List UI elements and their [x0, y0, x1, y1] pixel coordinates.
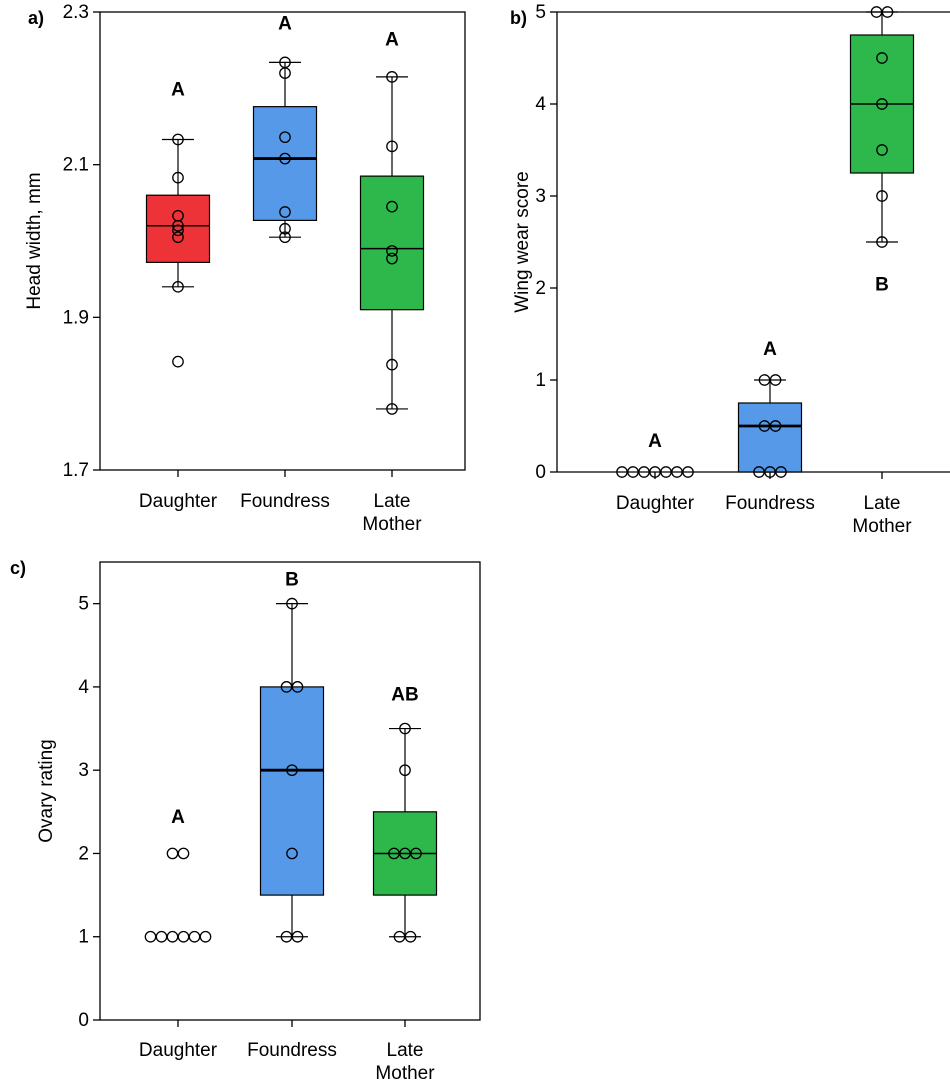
box: [739, 403, 802, 472]
y-tick-label: 2.3: [63, 2, 89, 23]
x-tick-label: Foundress: [240, 491, 330, 512]
y-tick-label: 1: [78, 927, 89, 948]
data-point: [156, 932, 166, 942]
y-tick-label: 5: [535, 2, 546, 23]
y-tick-label: 2.1: [63, 155, 89, 176]
y-tick-label: 4: [535, 94, 546, 115]
category-group: Daughter A: [139, 807, 218, 1061]
significance-letter: A: [278, 14, 292, 35]
box: [147, 195, 210, 262]
significance-letter: B: [875, 274, 889, 295]
category-group: Daughter A: [139, 79, 218, 512]
data-point: [173, 356, 183, 366]
x-tick-label: Mother: [362, 514, 422, 535]
y-tick-label: 2: [78, 843, 89, 864]
y-tick-label: 3: [535, 186, 546, 207]
category-group: Foundress A: [240, 14, 330, 512]
box: [361, 176, 424, 310]
y-tick-label: 1.9: [63, 307, 89, 328]
data-point: [145, 932, 155, 942]
significance-letter: AB: [391, 685, 418, 706]
x-tick-label: Mother: [852, 516, 912, 537]
y-tick-label: 0: [535, 462, 546, 483]
x-tick-label: Foundress: [725, 493, 815, 514]
y-tick-label: 3: [78, 760, 89, 781]
y-tick-label: 0: [78, 1010, 89, 1031]
category-group: Foundress A: [725, 339, 815, 514]
significance-letter: A: [171, 807, 185, 828]
panel-label: a): [28, 8, 44, 28]
y-tick-label: 1: [535, 370, 546, 391]
significance-letter: B: [285, 570, 299, 591]
data-point: [189, 932, 199, 942]
y-tick-label: 4: [78, 677, 89, 698]
x-tick-label: Daughter: [139, 1040, 218, 1061]
panel-label: b): [510, 8, 527, 28]
y-axis-label: Head width, mm: [24, 172, 45, 309]
significance-letter: A: [171, 79, 185, 100]
x-tick-label: Daughter: [139, 491, 218, 512]
y-tick-label: 2: [535, 278, 546, 299]
data-point: [200, 932, 210, 942]
box: [261, 687, 324, 895]
x-tick-label: Daughter: [616, 493, 695, 514]
significance-letter: A: [763, 339, 777, 360]
category-group: Foundress B: [247, 570, 337, 1061]
data-point: [178, 932, 188, 942]
y-tick-label: 5: [78, 594, 89, 615]
data-point: [167, 932, 177, 942]
data-point: [178, 848, 188, 858]
y-axis-label: Ovary rating: [36, 739, 57, 842]
y-tick-label: 1.7: [63, 460, 89, 481]
x-tick-label: Mother: [375, 1063, 435, 1084]
x-tick-label: Late: [374, 491, 411, 512]
panel-label: c): [10, 558, 26, 578]
data-point: [167, 848, 177, 858]
y-axis-label: Wing wear score: [512, 171, 533, 313]
chart-panel-c: c) 0 1 2 3 4 5 Ovary rating Daughter A Foundress B L…: [10, 558, 480, 1084]
x-tick-label: Late: [387, 1040, 424, 1061]
x-tick-label: Foundress: [247, 1040, 337, 1061]
category-group: Daughter A: [616, 431, 695, 514]
significance-letter: A: [385, 30, 399, 51]
significance-letter: A: [648, 431, 662, 452]
x-tick-label: Late: [864, 493, 901, 514]
